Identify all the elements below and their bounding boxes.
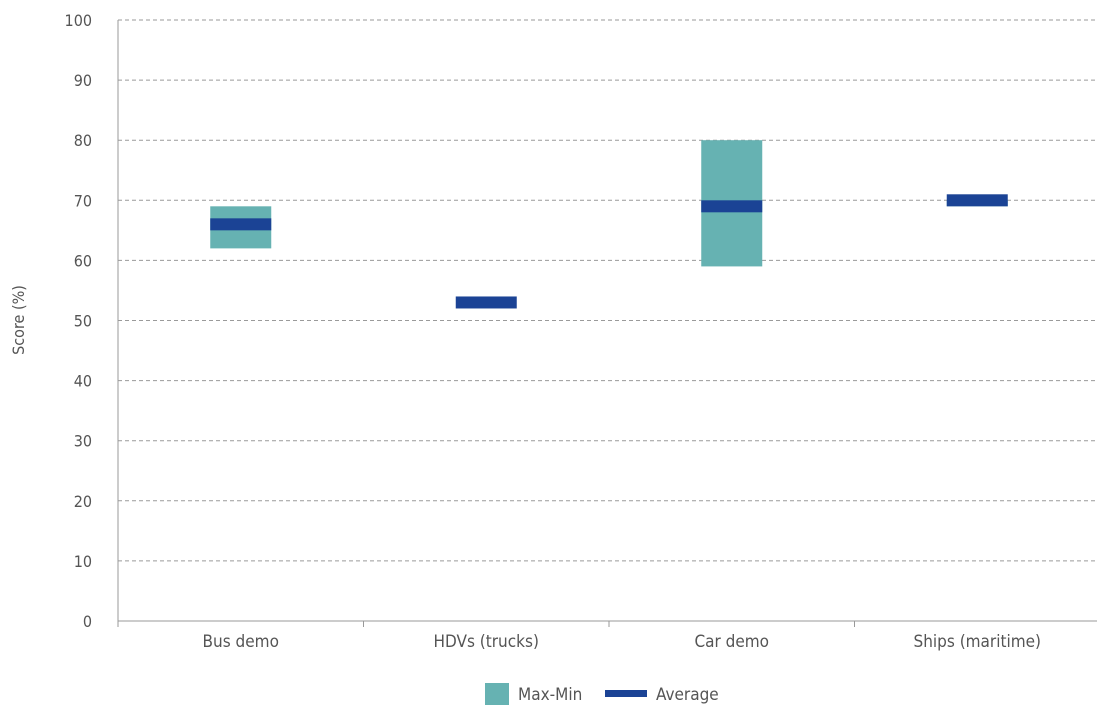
average-marker <box>946 194 1008 207</box>
y-tick-label: 40 <box>74 372 92 391</box>
gridlines <box>118 19 1097 562</box>
y-tick-label: 0 <box>83 612 92 631</box>
x-category-label: Bus demo <box>203 632 279 652</box>
y-tick-label: 70 <box>74 191 92 210</box>
y-tick-labels: 0 10 20 30 40 50 60 70 80 90 100 <box>65 11 92 631</box>
range-bars <box>210 140 1008 267</box>
y-tick-label: 60 <box>74 251 92 270</box>
y-tick-label: 30 <box>74 432 92 451</box>
y-tick-label: 10 <box>74 552 92 571</box>
x-category-label: Car demo <box>694 632 769 652</box>
y-tick-label: 90 <box>74 71 92 90</box>
y-tick-label: 50 <box>74 312 92 331</box>
legend: Max-Min Average <box>485 683 719 705</box>
x-category-label: HDVs (trucks) <box>434 632 539 652</box>
axes <box>117 20 1097 622</box>
y-tick-label: 20 <box>74 492 92 511</box>
y-axis-label: Score (%) <box>9 285 28 355</box>
y-tick-label: 100 <box>65 11 92 30</box>
x-category-labels: Bus demo HDVs (trucks) Car demo Ships (mari… <box>117 621 1042 652</box>
average-marker <box>210 218 272 231</box>
average-markers <box>210 194 1008 309</box>
y-tick-label: 80 <box>74 131 92 150</box>
average-marker <box>701 200 763 213</box>
average-marker <box>455 296 517 309</box>
legend-average-label: Average <box>656 685 719 705</box>
legend-max-min-swatch <box>485 683 509 705</box>
legend-max-min-label: Max-Min <box>518 685 582 705</box>
x-category-label: Ships (maritime) <box>914 632 1042 652</box>
legend-average-swatch <box>605 690 647 697</box>
